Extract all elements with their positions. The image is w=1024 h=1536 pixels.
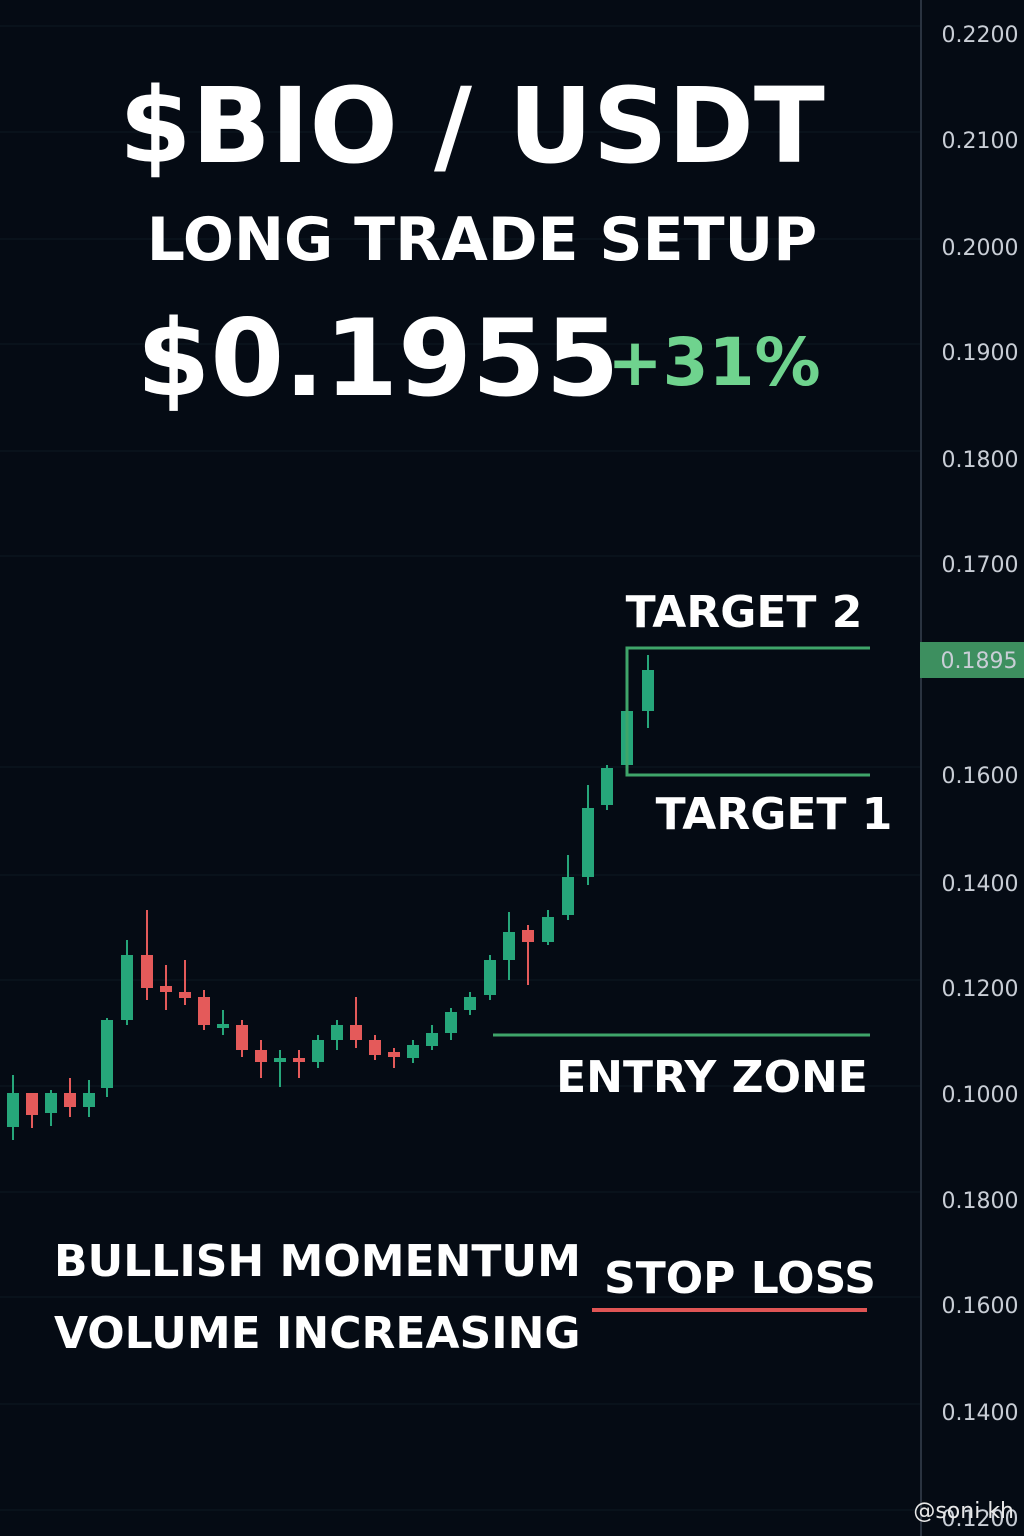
entry-label: ENTRY ZONE xyxy=(556,1052,868,1103)
note: VOLUME INCREASING xyxy=(54,1308,581,1359)
candle-body xyxy=(217,1024,229,1028)
title: $BIO / USDT xyxy=(119,65,825,187)
candle-body xyxy=(542,917,554,942)
candle-body xyxy=(642,670,654,711)
watermark: @soni kh xyxy=(913,1499,1014,1524)
candle-body xyxy=(601,768,613,805)
candle-body xyxy=(64,1093,76,1107)
current-price-box xyxy=(920,642,1024,678)
candle-body xyxy=(426,1033,438,1046)
candle-body xyxy=(274,1058,286,1062)
candle-body xyxy=(369,1040,381,1055)
axis-label: 0.1400 xyxy=(942,1401,1019,1426)
candle-body xyxy=(331,1025,343,1040)
candle-body xyxy=(562,877,574,915)
candle-body xyxy=(141,955,153,988)
candle-body xyxy=(312,1040,324,1062)
stop-label: STOP LOSS xyxy=(604,1253,876,1304)
subtitle: LONG TRADE SETUP xyxy=(147,205,818,275)
axis-label: 0.1400 xyxy=(942,872,1019,897)
change: +31% xyxy=(607,324,820,401)
target-box xyxy=(625,646,870,777)
candle-body xyxy=(83,1093,95,1107)
candle-body xyxy=(45,1093,57,1113)
axis-label: 0.1800 xyxy=(942,1189,1019,1214)
candle-body xyxy=(255,1050,267,1062)
candle-body xyxy=(121,955,133,1020)
axis-label: 0.2200 xyxy=(942,23,1019,48)
axis-label: 0.1600 xyxy=(942,764,1019,789)
target2-label: TARGET 2 xyxy=(626,587,863,638)
candle-body xyxy=(388,1052,400,1057)
candle-body xyxy=(445,1012,457,1033)
axis-label: 0.1900 xyxy=(942,341,1019,366)
candle-body xyxy=(236,1025,248,1050)
current-price: 0.1895 xyxy=(941,649,1018,674)
candles xyxy=(7,655,654,1140)
axis-label: 0.1000 xyxy=(942,1083,1019,1108)
candle-body xyxy=(160,986,172,992)
axis-label: 0.1800 xyxy=(942,448,1019,473)
candle-body xyxy=(464,997,476,1010)
axis-label: 0.1200 xyxy=(942,1507,1019,1532)
candle-body xyxy=(582,808,594,877)
candle-body xyxy=(522,930,534,942)
candle-body xyxy=(350,1025,362,1040)
candle-body xyxy=(198,997,210,1025)
candle-body xyxy=(293,1058,305,1062)
candle-body xyxy=(407,1045,419,1058)
candle-body xyxy=(503,932,515,960)
axis-label: 0.2000 xyxy=(942,236,1019,261)
candle-body xyxy=(179,992,191,998)
candle-body xyxy=(484,960,496,995)
axis-label: 0.2100 xyxy=(942,129,1019,154)
candle-body xyxy=(26,1093,38,1115)
price: $0.1955 xyxy=(137,297,620,420)
note: BULLISH MOMENTUM xyxy=(54,1236,581,1287)
grid xyxy=(0,25,920,1511)
price-axis: 0.2200 0.2100 0.2000 0.1900 0.1800 0.1700 0.16… xyxy=(942,23,1019,1532)
candle-body xyxy=(7,1093,19,1127)
axis-label: 0.1700 xyxy=(942,553,1019,578)
axis-label: 0.1200 xyxy=(942,977,1019,1002)
candle-body xyxy=(101,1020,113,1088)
axis-label: 0.1600 xyxy=(942,1294,1019,1319)
target1-label: TARGET 1 xyxy=(656,789,893,840)
